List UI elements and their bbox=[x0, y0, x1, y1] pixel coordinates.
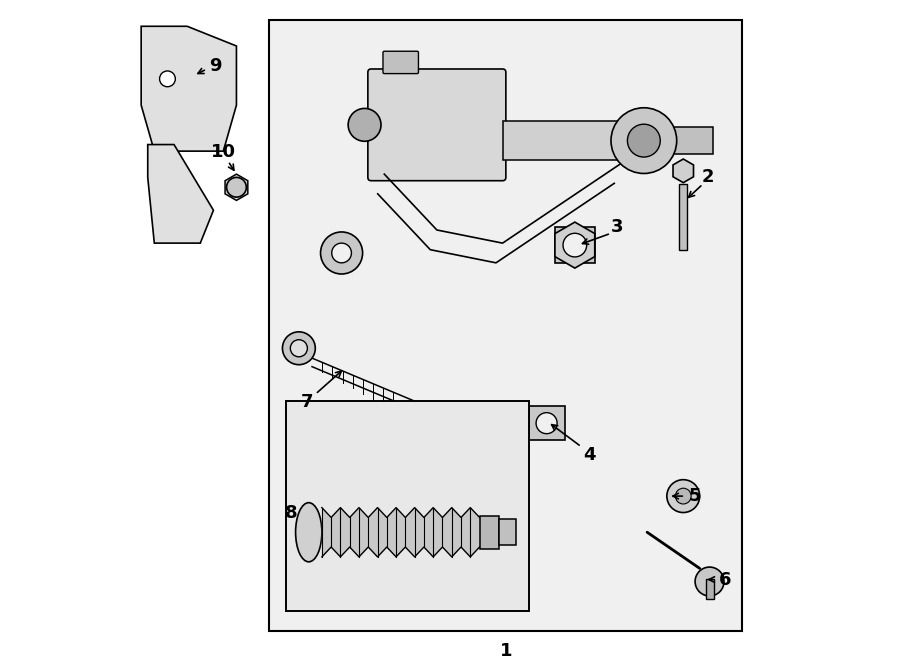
Polygon shape bbox=[141, 26, 237, 151]
Polygon shape bbox=[322, 508, 480, 557]
Circle shape bbox=[283, 332, 315, 365]
Text: 2: 2 bbox=[702, 169, 715, 186]
Bar bbox=[502, 121, 627, 161]
Circle shape bbox=[227, 177, 247, 197]
FancyBboxPatch shape bbox=[368, 69, 506, 180]
Text: 5: 5 bbox=[688, 487, 701, 505]
Circle shape bbox=[611, 108, 677, 173]
Circle shape bbox=[695, 567, 724, 596]
Bar bbox=[680, 184, 688, 250]
Polygon shape bbox=[225, 174, 248, 200]
Bar bbox=[269, 20, 742, 631]
Text: 4: 4 bbox=[583, 446, 596, 464]
Bar bbox=[555, 227, 595, 263]
Text: 8: 8 bbox=[284, 504, 297, 522]
Text: 9: 9 bbox=[209, 57, 221, 75]
Text: 3: 3 bbox=[611, 217, 624, 236]
Text: 7: 7 bbox=[301, 393, 313, 411]
Polygon shape bbox=[555, 222, 595, 268]
Text: 1: 1 bbox=[500, 642, 512, 660]
Circle shape bbox=[667, 480, 699, 512]
Bar bbox=[673, 128, 713, 154]
Bar bbox=[706, 579, 715, 599]
Circle shape bbox=[563, 233, 587, 257]
Polygon shape bbox=[148, 145, 213, 243]
Circle shape bbox=[320, 232, 363, 274]
Bar bbox=[500, 519, 516, 545]
Bar bbox=[529, 406, 565, 440]
Bar bbox=[285, 401, 529, 611]
Circle shape bbox=[291, 340, 308, 357]
Circle shape bbox=[627, 124, 661, 157]
Circle shape bbox=[675, 488, 691, 504]
Circle shape bbox=[332, 243, 351, 263]
Ellipse shape bbox=[295, 502, 322, 562]
Bar bbox=[480, 516, 500, 549]
FancyBboxPatch shape bbox=[383, 52, 418, 73]
Circle shape bbox=[348, 108, 381, 141]
Polygon shape bbox=[673, 159, 694, 182]
Text: 10: 10 bbox=[211, 143, 236, 161]
Text: 6: 6 bbox=[718, 570, 731, 588]
Circle shape bbox=[536, 412, 557, 434]
Circle shape bbox=[159, 71, 176, 87]
